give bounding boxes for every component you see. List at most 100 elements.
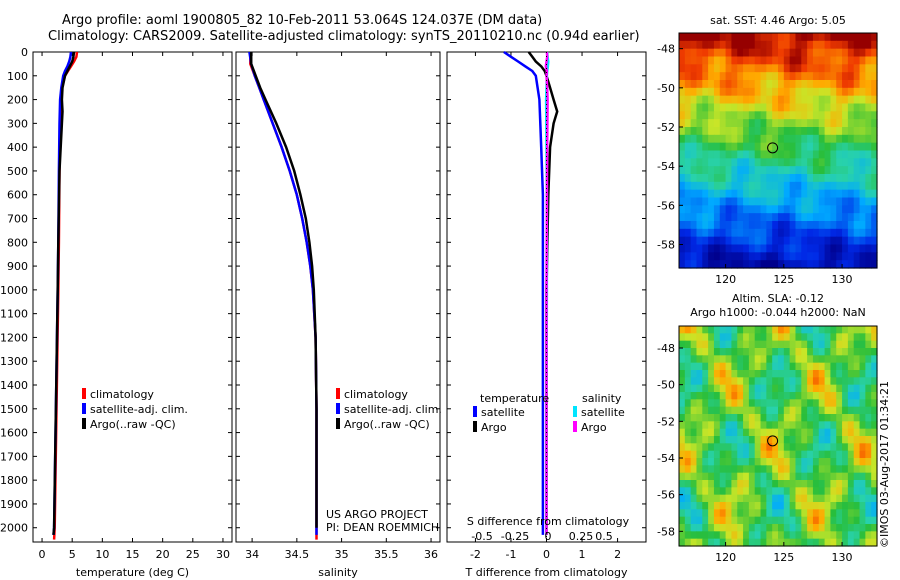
- map-cell: [766, 103, 773, 112]
- map-cell: [731, 443, 738, 452]
- map-cell: [795, 166, 802, 175]
- map-cell: [836, 48, 843, 58]
- map-cell: [702, 197, 709, 206]
- map-cell: [847, 40, 855, 50]
- map-cell: [795, 436, 802, 444]
- map-cell: [795, 205, 802, 214]
- map-cell: [789, 428, 797, 437]
- map-cell: [731, 472, 738, 481]
- map-cell: [789, 436, 797, 444]
- map-cell: [748, 414, 756, 422]
- map-cell: [719, 236, 727, 246]
- map-cell: [853, 531, 861, 540]
- map-cell: [702, 181, 709, 191]
- map-cell: [789, 458, 797, 466]
- map-cell: [696, 174, 703, 183]
- map-cell: [865, 414, 872, 422]
- map-cell: [754, 538, 762, 547]
- map-cell: [871, 252, 878, 261]
- map-cell: [871, 414, 878, 422]
- map-cell: [772, 134, 779, 144]
- map-cell: [830, 436, 837, 444]
- map-cell: [766, 480, 773, 488]
- map-cell: [760, 72, 767, 81]
- map-cell: [684, 64, 692, 73]
- map-cell: [783, 516, 791, 525]
- map-cell: [743, 531, 750, 540]
- map-cell: [818, 480, 826, 488]
- map-cell: [719, 111, 727, 120]
- map-cell: [719, 127, 727, 136]
- map-cell: [836, 166, 843, 175]
- map-cell: [743, 458, 750, 466]
- map-cell: [743, 181, 750, 191]
- map-cell: [865, 531, 872, 540]
- map-cell: [766, 252, 773, 261]
- map-cell: [842, 80, 849, 89]
- map-cell: [853, 421, 861, 430]
- map-cell: [719, 524, 727, 532]
- map-cell: [795, 189, 802, 199]
- map-cell: [713, 33, 721, 42]
- map-cell: [743, 362, 750, 371]
- map-cell: [679, 142, 686, 152]
- map-cell: [743, 502, 750, 510]
- map-cell: [824, 428, 832, 437]
- map-cell: [679, 33, 686, 42]
- map-cell: [818, 87, 826, 97]
- map-cell: [696, 72, 703, 81]
- map-cell: [743, 174, 750, 183]
- depth-tick-label: 1500: [0, 403, 28, 416]
- map-cell: [853, 480, 861, 488]
- map-cell: [743, 119, 750, 128]
- map-cell: [696, 87, 703, 97]
- map-cell: [725, 509, 733, 518]
- map-cell: [713, 538, 721, 547]
- map-cell: [731, 260, 738, 269]
- map-cell: [748, 252, 756, 261]
- map-cell: [766, 166, 773, 175]
- map-cell: [679, 221, 686, 230]
- map-cell: [702, 56, 709, 65]
- map-cell: [743, 348, 750, 356]
- map-cell: [795, 33, 802, 42]
- map-cell: [853, 244, 861, 253]
- map-cell: [748, 80, 756, 89]
- map-cell: [713, 392, 721, 400]
- map-cell: [696, 236, 703, 246]
- map-cell: [772, 531, 779, 540]
- map-cell: [778, 111, 785, 120]
- map-cell: [842, 205, 849, 214]
- map-cell: [679, 64, 686, 73]
- map-cell: [743, 428, 750, 437]
- map-cell: [679, 340, 686, 349]
- map-cell: [865, 158, 872, 167]
- map-cell: [853, 414, 861, 422]
- map-cell: [824, 524, 832, 532]
- map-cell: [847, 252, 855, 261]
- map-cell: [865, 72, 872, 81]
- map-cell: [754, 205, 762, 214]
- map-cell: [847, 509, 855, 518]
- map-cell: [766, 87, 773, 97]
- map-cell: [795, 119, 802, 128]
- map-cell: [684, 103, 692, 112]
- map-cell: [679, 205, 686, 214]
- map-cell: [743, 127, 750, 136]
- map-cell: [760, 87, 767, 97]
- map-cell: [766, 406, 773, 415]
- map-cell: [824, 221, 832, 230]
- map-cell: [684, 158, 692, 167]
- map-cell: [702, 399, 709, 408]
- map-cell: [818, 252, 826, 261]
- map-cell: [859, 134, 866, 144]
- map-cell: [871, 406, 878, 415]
- map-cell: [783, 458, 791, 466]
- map-cell: [743, 158, 750, 167]
- map-cell: [871, 494, 878, 503]
- map-cell: [842, 458, 849, 466]
- map-cell: [789, 119, 797, 128]
- map-cell: [871, 134, 878, 144]
- map-cell: [865, 509, 872, 518]
- map-cell: [760, 197, 767, 206]
